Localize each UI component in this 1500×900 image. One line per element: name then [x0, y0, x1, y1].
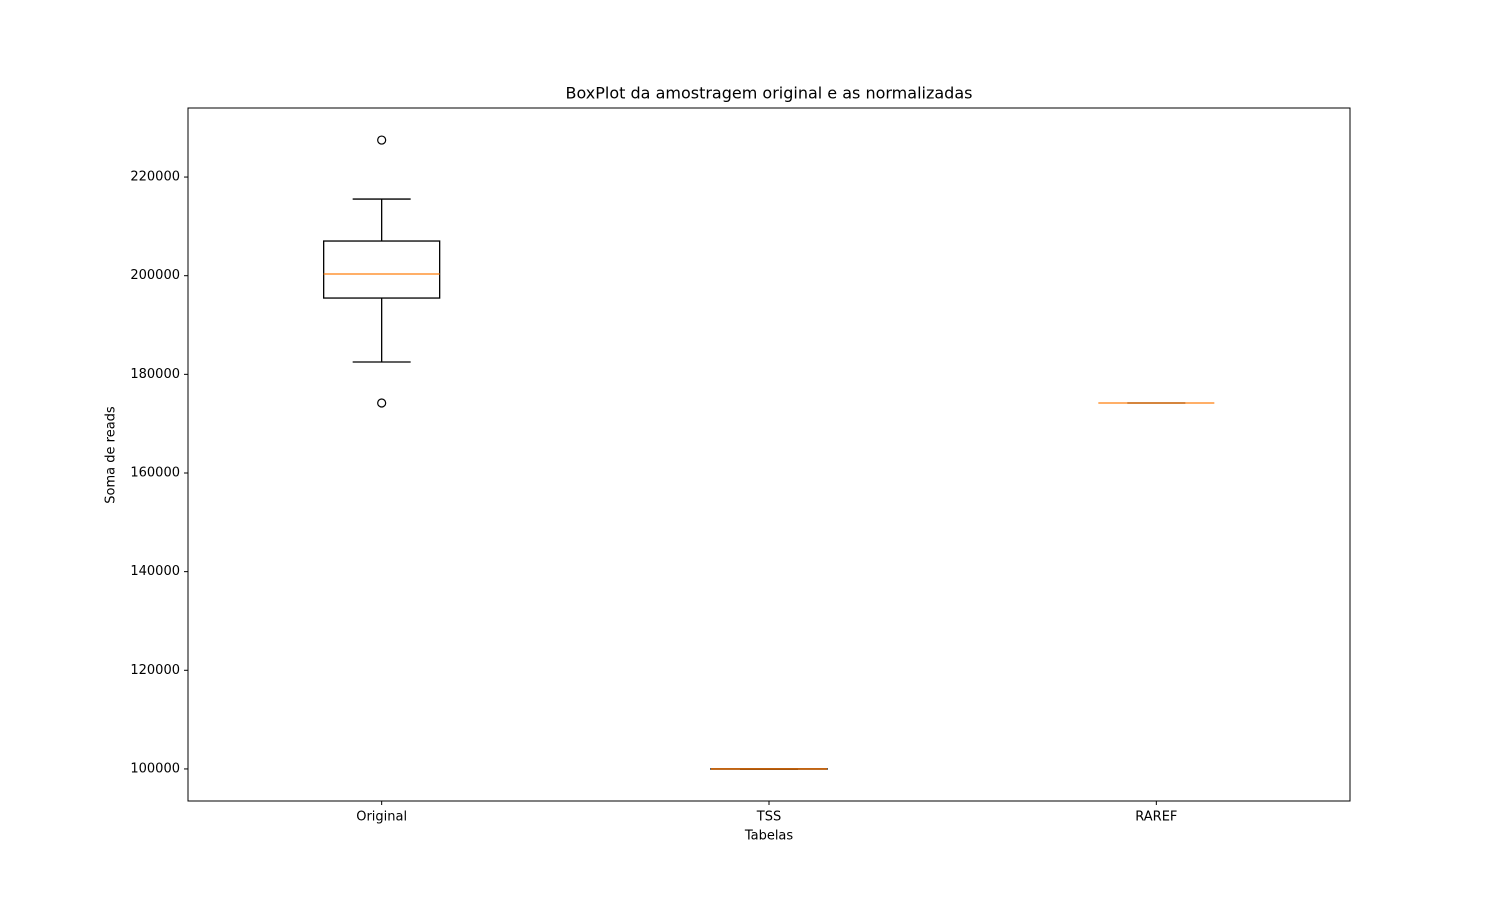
- box: [323, 240, 441, 299]
- chart-title: BoxPlot da amostragem original e as norm…: [566, 84, 973, 103]
- y-tick-label: 160000: [130, 465, 180, 480]
- y-tick-label: 140000: [130, 564, 180, 579]
- y-tick-label: 180000: [130, 367, 180, 382]
- x-tick-label: Original: [356, 810, 407, 825]
- flier: [377, 398, 387, 408]
- y-tick-label: 200000: [130, 268, 180, 283]
- y-tick-label: 220000: [130, 170, 180, 185]
- y-axis-label: Soma de reads: [104, 406, 119, 504]
- x-tick-label: RAREF: [1135, 810, 1177, 825]
- flier: [377, 135, 387, 145]
- x-axis-label: Tabelas: [744, 829, 794, 844]
- y-tick-label: 120000: [130, 663, 180, 678]
- y-tick-label: 100000: [130, 761, 180, 776]
- x-tick-label: TSS: [756, 810, 781, 825]
